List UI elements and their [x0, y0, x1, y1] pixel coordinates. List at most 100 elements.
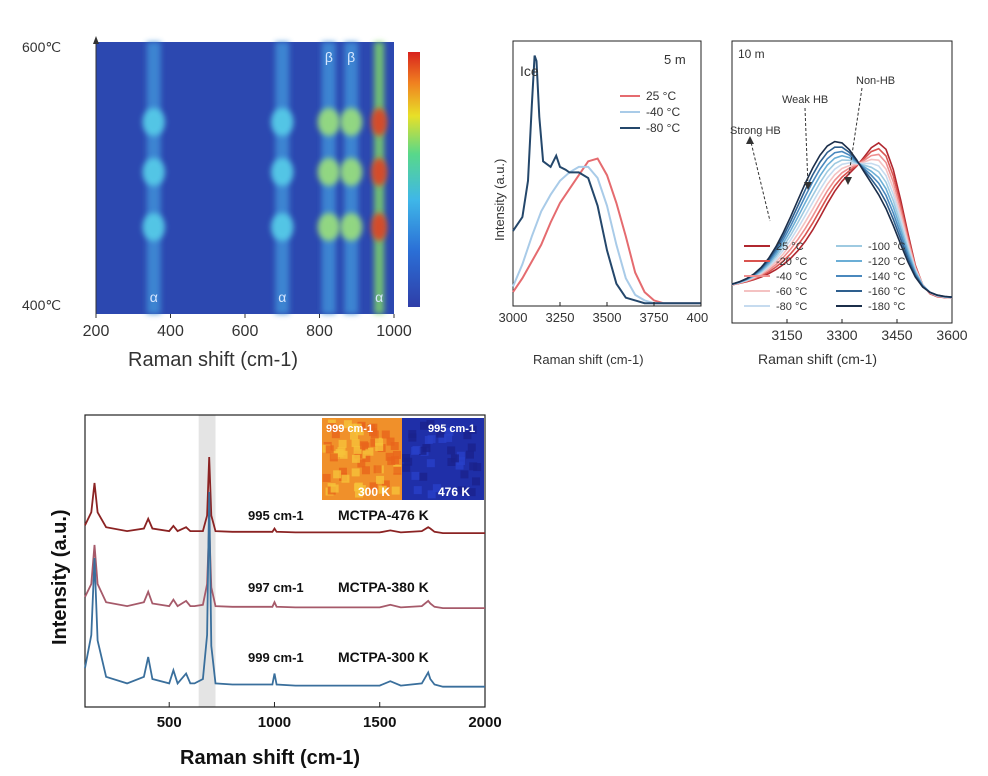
- inset-pixel: [343, 420, 352, 429]
- inset-pixel: [373, 465, 382, 474]
- x-axis-label: Raman shift (cm-1): [180, 747, 360, 769]
- legend-label: 25 °C: [776, 241, 804, 253]
- inset-pixel: [411, 471, 420, 480]
- inset-pixel: [325, 445, 334, 454]
- inset-pixel: [353, 445, 362, 454]
- non-hb-annotation: Non-HB: [856, 75, 895, 87]
- x-tick-label: 2000: [468, 714, 501, 731]
- legend-label: -160 °C: [868, 286, 905, 298]
- series-line: [512, 55, 701, 305]
- peak-blob: [317, 213, 341, 241]
- peak-label: α: [150, 289, 158, 305]
- x-tick-label: 500: [157, 714, 182, 731]
- x-tick-label: 1000: [258, 714, 291, 731]
- series-label: MCTPA-476 K: [338, 507, 429, 523]
- x-tick-label: 4000: [687, 310, 708, 325]
- colorbar: [408, 52, 420, 307]
- series-lines: [731, 140, 953, 299]
- inset-pixel: [426, 459, 435, 468]
- legend: 25 °C -40 °C -80 °C: [620, 89, 680, 135]
- inset-pixel: [465, 450, 474, 459]
- peak-label: β: [347, 49, 355, 65]
- inset-pixel: [450, 454, 459, 463]
- x-tick-label: 800: [306, 323, 333, 340]
- series-line: [84, 491, 485, 688]
- inset-pixel: [341, 474, 350, 483]
- y-tick-top: 600℃: [22, 39, 61, 55]
- legend-label: -80 °C: [776, 301, 807, 313]
- inset-pixel: [444, 433, 453, 442]
- inset-pixel: [402, 454, 411, 463]
- legend-label: -20 °C: [776, 256, 807, 268]
- peak-blob: [317, 108, 341, 136]
- legend-label: -40 °C: [646, 105, 680, 119]
- peak-blob: [142, 213, 165, 241]
- peak-blob: [142, 158, 165, 186]
- inset-pixel: [467, 488, 476, 497]
- inset-maps: 999 cm-1 300 K 995 cm-1 476 K: [322, 418, 484, 500]
- inset-pixel: [447, 446, 456, 455]
- inset-pixel: [365, 447, 374, 456]
- peak-label: 999 cm-1: [248, 650, 304, 665]
- inset-pixel: [338, 467, 347, 476]
- peak-blob: [371, 158, 388, 186]
- inset-pixel: [375, 437, 384, 446]
- series-label: MCTPA-300 K: [338, 649, 429, 665]
- legend: 25 °C -20 °C -40 °C -60 °C -80 °C -100 °C -120…: [744, 241, 905, 313]
- inset-pixel: [391, 456, 400, 465]
- series-line: [512, 157, 701, 305]
- inset-pixel: [353, 483, 362, 492]
- peak-blob: [317, 158, 341, 186]
- inset-pixel: [369, 482, 378, 491]
- inset-pixel: [370, 438, 379, 447]
- chart-title: 10 m: [738, 47, 765, 61]
- inset-pixel: [392, 450, 401, 459]
- strong-hb-annotation: Strong HB: [730, 125, 781, 137]
- x-tick-label: 3250: [546, 310, 575, 325]
- peak-label: α: [278, 289, 286, 305]
- legend-label: 25 °C: [646, 89, 676, 103]
- x-tick-label: 3000: [499, 310, 528, 325]
- inset-pixel: [350, 431, 359, 440]
- inset-pixel: [393, 466, 402, 475]
- x-tick-label: 1500: [363, 714, 396, 731]
- inset-pixel: [376, 475, 385, 484]
- raman-10m-chart: 10 m Strong HB Weak HB Non-HB 25 °C -20 °…: [730, 40, 968, 367]
- inset-pixel: [432, 484, 441, 493]
- legend-label: -120 °C: [868, 256, 905, 268]
- x-axis-label: Raman shift (cm-1): [758, 351, 877, 367]
- inset-label-476k: 995 cm-1: [428, 423, 475, 435]
- legend-label: -100 °C: [868, 241, 905, 253]
- inset-pixel: [473, 463, 482, 472]
- annotation-arrows: [749, 87, 863, 222]
- x-tick-label: 200: [83, 323, 110, 340]
- peak-labels: α α β β α: [150, 49, 383, 305]
- inset-temp-300k: 300 K: [358, 485, 390, 499]
- peak-blob: [271, 213, 294, 241]
- inset-pixel: [327, 423, 336, 432]
- x-tick-label: 3300: [826, 327, 857, 343]
- x-axis-ticks: 500 1000 1500 2000: [157, 702, 502, 731]
- inset-pixel: [359, 441, 368, 450]
- peak-blob: [271, 108, 294, 136]
- inset-pixel: [385, 452, 394, 461]
- peak-blob: [339, 158, 363, 186]
- inset-pixel: [333, 470, 342, 479]
- x-tick-label: 3500: [593, 310, 622, 325]
- inset-pixel: [427, 490, 436, 499]
- heatmap-peaks: [142, 42, 388, 314]
- y-axis-label: Intensity (a.u.): [49, 509, 71, 645]
- heatmap-chart: α α β β α 600℃ 400℃ 200 400 600 800 1000 Raman s…: [22, 36, 420, 371]
- inset-pixel: [456, 451, 465, 460]
- inset-pixel: [366, 424, 375, 433]
- peak-blob: [339, 213, 363, 241]
- series-line: [84, 525, 485, 609]
- inset-pixel: [351, 439, 360, 448]
- series-label: MCTPA-380 K: [338, 579, 429, 595]
- inset-pixel: [357, 459, 366, 468]
- inset-pixel: [420, 421, 429, 430]
- x-axis-ticks: 3150 3300 3450 3600: [771, 319, 968, 343]
- inset-pixel: [468, 425, 477, 434]
- inset-pixel: [353, 423, 362, 432]
- raman-5m-chart: 5 m Ice 25 °C -40 °C -80 °C Intensity (a.u…: [492, 40, 708, 367]
